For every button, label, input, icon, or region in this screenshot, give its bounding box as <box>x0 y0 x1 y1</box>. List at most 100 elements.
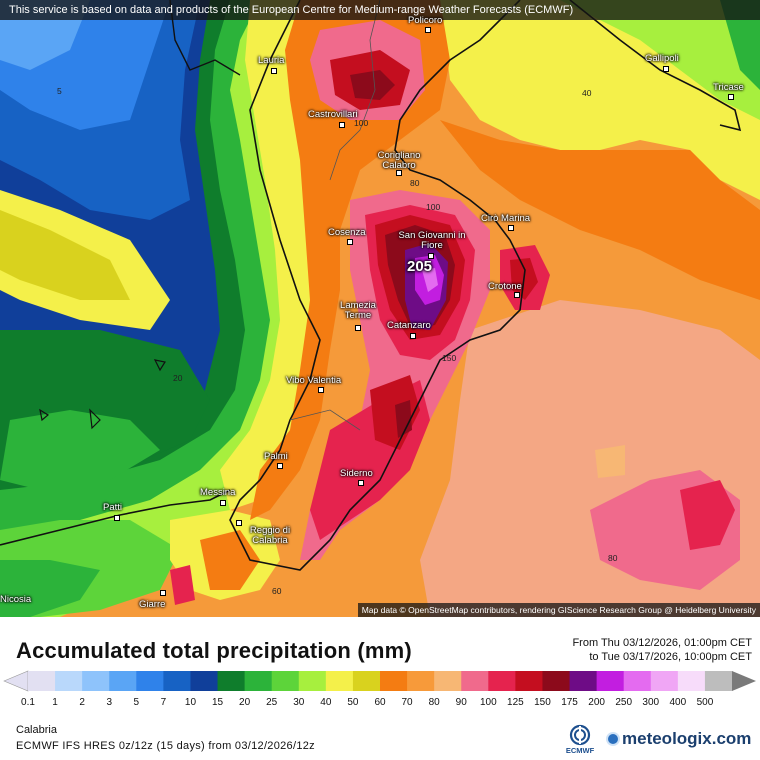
scale-tick-label: 25 <box>266 697 278 708</box>
city-marker <box>114 515 120 521</box>
city-label-nicosia[interactable]: Nicosia <box>0 594 32 605</box>
city-label-patti[interactable]: Patti <box>103 502 123 513</box>
scale-swatch <box>596 671 625 691</box>
isoline-label: 60 <box>272 586 282 596</box>
city-label-tricase[interactable]: Tricase <box>713 82 744 93</box>
isoline-label: 5 <box>57 86 62 96</box>
scale-swatch <box>217 671 246 691</box>
isoline-label: 100 <box>354 118 369 128</box>
city-marker <box>514 292 520 298</box>
scale-swatch <box>325 671 354 691</box>
scale-swatch <box>434 671 462 691</box>
precipitation-field <box>0 0 760 617</box>
meteologix-brand[interactable]: meteologix.com <box>606 729 751 749</box>
ecmwf-logo-text: ECMWF <box>565 746 595 755</box>
city-label-corigliano-calabro[interactable]: Corigliano Calabro <box>377 150 421 171</box>
city-label-san-giovanni-in-fiore[interactable]: San Giovanni in Fiore <box>398 230 466 251</box>
scale-swatch <box>569 671 598 691</box>
scale-tick-label: 70 <box>401 697 413 708</box>
scale-tick-label: 400 <box>669 697 687 708</box>
scale-swatch <box>136 671 164 691</box>
scale-swatch <box>352 671 381 691</box>
scale-swatch <box>677 671 706 691</box>
scale-swatch <box>28 671 56 691</box>
scale-tick-label: 7 <box>160 697 167 708</box>
city-marker <box>728 94 734 100</box>
city-label-lamezia-terme[interactable]: Lamezia Terme <box>340 300 376 321</box>
city-marker <box>347 239 353 245</box>
date-from: From Thu 03/12/2026, 01:00pm CET <box>572 637 752 649</box>
scale-tick-label: 10 <box>184 697 197 708</box>
city-label-reggio-di-calabria[interactable]: Reggio di Calabria <box>249 525 291 546</box>
city-marker <box>425 27 431 33</box>
precipitation-map[interactable]: This service is based on data and produc… <box>0 0 760 617</box>
city-label-messina[interactable]: Messina <box>200 487 236 498</box>
city-marker <box>339 122 345 128</box>
city-label-gallipoli[interactable]: Gallipoli <box>645 53 679 64</box>
ecmwf-notice-banner: This service is based on data and produc… <box>0 0 760 20</box>
city-label-giarre[interactable]: Giarre <box>139 599 166 610</box>
scale-swatch <box>55 671 83 691</box>
scale-tick-label: 500 <box>696 697 714 708</box>
city-label-palmi[interactable]: Palmi <box>264 451 288 462</box>
date-range: From Thu 03/12/2026, 01:00pm CET to Tue … <box>572 636 752 664</box>
scale-swatch <box>407 671 435 691</box>
city-label-castrovillari[interactable]: Castrovillari <box>308 109 358 120</box>
region-label: Calabria <box>16 724 57 736</box>
scale-tick-label: 100 <box>479 697 497 708</box>
scale-tick-label: 50 <box>347 697 359 708</box>
isoline-label: 80 <box>608 553 618 563</box>
scale-swatch <box>623 671 652 691</box>
city-label-lauria[interactable]: Lauria <box>258 55 285 66</box>
city-marker <box>236 520 242 526</box>
city-label-vibo-valentia[interactable]: Vibo Valentia <box>286 375 342 386</box>
city-label-crotone[interactable]: Crotone <box>488 281 522 292</box>
city-marker <box>396 170 402 176</box>
scale-tick-label: 125 <box>507 697 524 708</box>
scale-tick-label: 250 <box>615 697 633 708</box>
city-marker <box>410 333 416 339</box>
meteologix-brand-text: meteologix.com <box>622 729 752 748</box>
map-attribution[interactable]: Map data © OpenStreetMap contributors, r… <box>357 603 760 617</box>
city-marker <box>160 590 166 596</box>
scale-swatch <box>704 671 733 691</box>
city-marker <box>271 68 277 74</box>
scale-tick-label: 0.1 <box>21 697 35 708</box>
isoline-label: 80 <box>410 178 420 188</box>
scale-tick-label: 150 <box>534 697 551 708</box>
scale-swatch <box>82 671 110 691</box>
scale-swatch <box>109 671 137 691</box>
color-scale-ticks: 0.1 1 2 3 5 7 10 15 20 25 30 40 50 60 70 80 90 100 125 150 1… <box>0 697 760 711</box>
city-label-catanzaro[interactable]: Catanzaro <box>387 320 431 331</box>
chart-title: Accumulated total precipitation (mm) <box>16 638 412 663</box>
scale-swatch <box>380 671 408 691</box>
isoline-label: 100 <box>426 202 441 212</box>
color-scale-bar <box>3 670 756 692</box>
ecmwf-logo-icon <box>569 724 591 746</box>
scale-swatch <box>461 671 489 691</box>
scale-swatch <box>271 671 300 691</box>
city-marker <box>508 225 514 231</box>
scale-tick-label: 200 <box>588 697 605 708</box>
scale-swatch <box>298 671 327 691</box>
city-marker <box>358 480 364 486</box>
meteologix-globe-icon <box>606 732 620 746</box>
city-marker <box>355 325 361 331</box>
scale-arrow-right <box>732 671 756 691</box>
ecmwf-logo[interactable]: ECMWF <box>560 724 600 756</box>
city-label-ciro-marina[interactable]: Cirò Marina <box>481 213 531 224</box>
max-value-label: 205 <box>407 258 433 275</box>
city-marker <box>428 253 434 259</box>
city-marker <box>318 387 324 393</box>
city-marker <box>277 463 283 469</box>
city-label-cosenza[interactable]: Cosenza <box>328 227 366 238</box>
isoline-label: 20 <box>173 373 183 383</box>
city-label-siderno[interactable]: Siderno <box>340 468 373 479</box>
scale-tick-label: 60 <box>374 697 386 708</box>
scale-swatch <box>515 671 543 691</box>
scale-tick-label: 90 <box>455 697 467 708</box>
scale-tick-label: 80 <box>428 697 440 708</box>
scale-swatch <box>190 671 219 691</box>
scale-swatch <box>244 671 273 691</box>
city-label-policoro[interactable]: Policoro <box>408 15 443 26</box>
